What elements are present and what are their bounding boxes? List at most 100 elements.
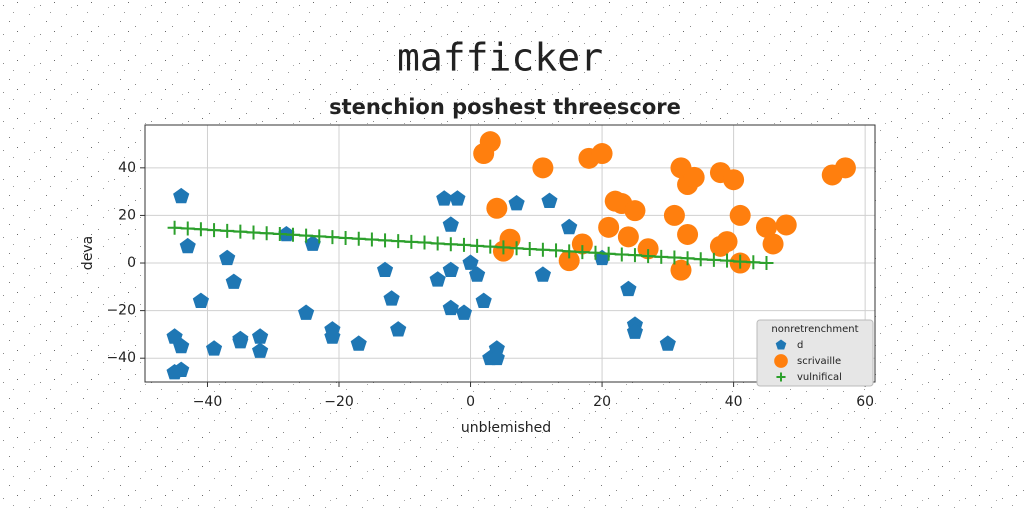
pentagon-marker bbox=[219, 249, 236, 266]
pentagon-marker bbox=[469, 266, 486, 282]
plus-marker bbox=[680, 251, 695, 266]
pentagon-marker bbox=[455, 304, 472, 320]
pentagon-marker bbox=[508, 195, 525, 211]
plus-marker bbox=[549, 243, 564, 258]
pentagon-marker bbox=[173, 187, 190, 204]
y-tick-label: 0 bbox=[127, 255, 136, 271]
pentagon-marker bbox=[442, 299, 459, 316]
pentagon-marker bbox=[436, 190, 453, 206]
pentagon-marker bbox=[390, 321, 407, 337]
legend-label: d bbox=[797, 340, 803, 351]
pentagon-marker bbox=[488, 349, 505, 366]
plus-marker bbox=[443, 237, 458, 252]
x-tick-label: −40 bbox=[193, 394, 223, 410]
plus-marker bbox=[470, 238, 485, 253]
plus-marker bbox=[220, 223, 235, 238]
plus-marker bbox=[246, 225, 261, 240]
plus-marker bbox=[575, 245, 590, 260]
pentagon-marker bbox=[350, 335, 367, 351]
circle-marker bbox=[683, 166, 705, 188]
plus-marker bbox=[404, 234, 419, 249]
pentagon-marker bbox=[488, 340, 505, 356]
circle-marker bbox=[558, 250, 580, 272]
pentagon-marker bbox=[225, 273, 242, 289]
plus-marker bbox=[180, 221, 195, 236]
plus-marker bbox=[325, 230, 340, 245]
pentagon-marker bbox=[534, 266, 551, 282]
pentagon-marker bbox=[775, 339, 787, 350]
pentagon-marker bbox=[626, 323, 643, 339]
plus-marker bbox=[233, 224, 248, 239]
pentagon-marker bbox=[324, 328, 341, 344]
plus-marker bbox=[733, 254, 748, 269]
x-tick-label: −20 bbox=[324, 394, 354, 410]
circle-marker bbox=[670, 259, 692, 281]
plus-marker bbox=[207, 223, 222, 238]
circle-marker bbox=[755, 216, 777, 238]
y-tick-label: 40 bbox=[118, 160, 136, 176]
plus-marker bbox=[641, 249, 656, 264]
plus-marker bbox=[456, 237, 471, 252]
circle-marker bbox=[591, 143, 613, 165]
pentagon-marker bbox=[429, 271, 446, 287]
circle-marker bbox=[532, 157, 554, 179]
circle-marker bbox=[774, 354, 788, 368]
chart-title: mafficker bbox=[397, 36, 603, 80]
plus-marker bbox=[364, 232, 379, 247]
circle-marker bbox=[677, 223, 699, 245]
circle-marker bbox=[834, 157, 856, 179]
circle-marker bbox=[571, 233, 593, 255]
chart-subtitle: stenchion poshest threescore bbox=[329, 95, 681, 119]
y-tick-label: −20 bbox=[106, 303, 136, 319]
plus-marker bbox=[562, 244, 577, 259]
plus-marker bbox=[167, 220, 182, 235]
pentagon-marker bbox=[442, 261, 459, 277]
pentagon-marker bbox=[252, 328, 269, 344]
circle-marker bbox=[624, 200, 646, 222]
plus-marker bbox=[430, 236, 445, 251]
circle-marker bbox=[617, 226, 639, 248]
legend-label: scrivaille bbox=[797, 356, 841, 367]
circle-marker bbox=[486, 197, 508, 219]
circle-marker bbox=[598, 216, 620, 238]
pentagon-marker bbox=[232, 333, 249, 349]
plus-marker bbox=[693, 252, 708, 267]
x-axis-label: unblemished bbox=[461, 420, 551, 436]
plus-marker bbox=[627, 248, 642, 263]
plus-marker bbox=[588, 245, 603, 260]
plus-marker bbox=[720, 253, 735, 268]
pentagon-marker bbox=[659, 335, 676, 351]
pentagon-marker bbox=[620, 280, 637, 297]
pentagon-marker bbox=[252, 342, 269, 358]
plus-marker bbox=[667, 250, 682, 265]
plus-marker bbox=[759, 256, 774, 271]
plus-marker bbox=[496, 240, 511, 255]
circle-marker bbox=[716, 231, 738, 253]
plus-marker bbox=[285, 227, 300, 242]
pentagon-marker bbox=[298, 304, 315, 320]
plus-marker bbox=[654, 249, 669, 264]
pentagon-marker bbox=[377, 261, 394, 277]
plus-marker bbox=[509, 241, 524, 256]
circle-marker bbox=[729, 204, 751, 226]
pentagon-marker bbox=[304, 235, 321, 251]
x-tick-label: 20 bbox=[593, 394, 611, 410]
pentagon-marker bbox=[462, 254, 479, 270]
plus-marker bbox=[193, 222, 208, 237]
plus-marker bbox=[272, 226, 287, 241]
plus-marker bbox=[746, 255, 761, 270]
plus-marker bbox=[535, 242, 550, 257]
pentagon-marker bbox=[383, 290, 400, 306]
legend-box bbox=[756, 319, 874, 387]
pentagon-marker bbox=[173, 337, 190, 354]
plus-marker bbox=[351, 231, 366, 246]
plus-marker bbox=[378, 233, 393, 248]
legend-title: nonretrenchment bbox=[771, 324, 858, 335]
y-tick-label: −40 bbox=[106, 350, 136, 366]
pentagon-marker bbox=[561, 218, 578, 235]
plus-marker bbox=[601, 246, 616, 261]
plus-marker bbox=[706, 252, 721, 267]
circle-marker bbox=[499, 228, 521, 250]
pentagon-marker bbox=[442, 216, 459, 232]
